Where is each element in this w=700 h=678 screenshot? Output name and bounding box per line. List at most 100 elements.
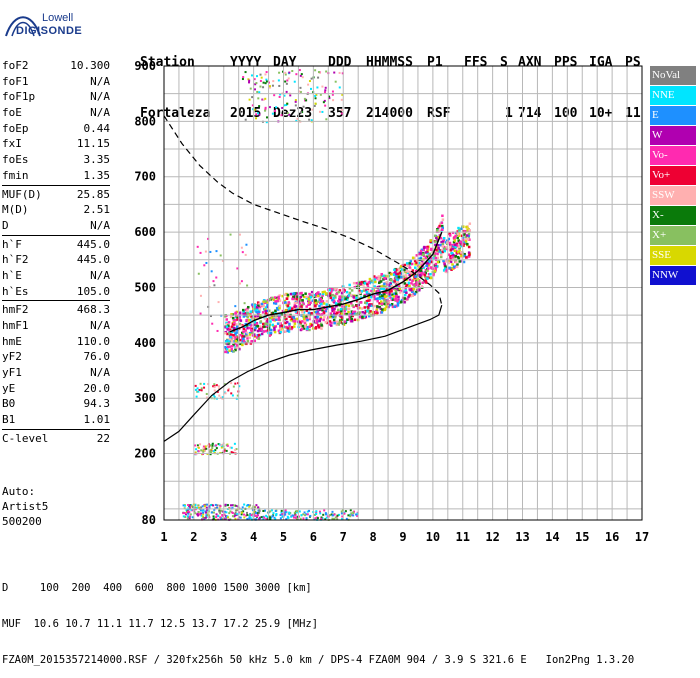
echo-point: [277, 295, 280, 299]
echo-point: [434, 262, 438, 266]
echo-point: [234, 348, 237, 352]
echo-point: [432, 272, 435, 275]
x-tick-label: 9: [399, 530, 406, 544]
echo-point: [460, 241, 464, 244]
logo-line-2: DIGISONDE: [16, 25, 83, 37]
echo-point: [344, 510, 347, 513]
echo-point: [227, 339, 230, 343]
echo-point: [456, 233, 460, 236]
echo-point: [347, 514, 350, 517]
echo-point: [257, 304, 260, 308]
echo-point: [194, 384, 197, 387]
echo-point: [288, 306, 292, 309]
echo-point: [333, 513, 336, 516]
echo-point: [360, 307, 364, 310]
echo-point: [397, 275, 401, 279]
echo-point: [244, 312, 248, 315]
echo-point: [240, 246, 243, 249]
echo-point: [399, 289, 403, 293]
echo-point: [245, 333, 248, 337]
auto-line: Artist5: [2, 500, 49, 513]
echo-point: [419, 274, 422, 278]
echo-point: [251, 331, 255, 334]
echo-point: [433, 269, 437, 273]
echo-point: [361, 311, 364, 314]
echo-point: [341, 318, 344, 321]
echo-point: [298, 302, 302, 305]
legend-item: NoVal: [650, 66, 696, 85]
echo-point: [209, 315, 212, 318]
echo-point: [385, 291, 389, 295]
echo-point: [323, 91, 326, 94]
echo-point: [253, 320, 257, 324]
echo-point: [293, 322, 297, 325]
echo-point: [403, 290, 406, 293]
echo-point: [294, 516, 297, 519]
echo-point: [260, 304, 263, 307]
echo-point: [255, 75, 258, 78]
echo-point: [444, 241, 448, 244]
echo-point: [414, 270, 418, 273]
echo-point: [290, 515, 293, 518]
x-tick-label: 3: [220, 530, 227, 544]
echo-point: [284, 330, 287, 333]
echo-point: [396, 304, 400, 307]
echo-point: [276, 299, 279, 303]
param-separator: [2, 428, 110, 430]
echo-point: [266, 298, 269, 302]
echo-point: [454, 254, 458, 258]
echo-point: [366, 285, 370, 289]
footer-muf-line: MUF 10.6 10.7 11.1 11.7 12.5 13.7 17.2 2…: [2, 618, 319, 630]
echo-point: [352, 296, 356, 300]
param-row: fxI 11.15: [2, 136, 110, 152]
echo-point: [434, 240, 437, 243]
echo-point: [261, 311, 265, 314]
param-value: 468.3: [76, 303, 110, 317]
echo-point: [309, 301, 312, 304]
echo-point: [331, 510, 334, 513]
echo-point: [288, 325, 291, 328]
echo-point: [338, 71, 341, 74]
x-tick-label: 15: [575, 530, 589, 544]
echo-point: [426, 247, 429, 250]
echo-point: [299, 86, 302, 89]
echo-point: [258, 91, 261, 94]
echo-point: [419, 269, 423, 272]
header-value: 11: [625, 106, 641, 121]
echo-point: [316, 86, 319, 89]
echo-point: [425, 281, 428, 284]
echo-point: [188, 511, 191, 514]
header-label: S: [500, 55, 508, 70]
param-name: B0: [2, 397, 16, 411]
echo-point: [332, 312, 336, 316]
echo-point: [185, 509, 188, 512]
echo-point: [413, 292, 417, 296]
echo-point: [368, 299, 372, 302]
echo-point: [220, 451, 223, 454]
echo-point: [283, 94, 286, 97]
echo-point: [245, 314, 248, 317]
echo-point: [234, 517, 237, 520]
echo-point: [244, 308, 248, 312]
echo-point: [306, 325, 310, 329]
echo-point: [208, 516, 211, 519]
echo-point: [285, 297, 289, 301]
echo-point: [262, 86, 265, 89]
echo-point: [232, 336, 235, 340]
echo-point: [460, 254, 463, 257]
echo-point: [406, 270, 410, 273]
echo-point: [332, 99, 335, 102]
echo-point: [302, 311, 306, 314]
echo-point: [190, 508, 193, 511]
echo-point: [319, 93, 322, 96]
echo-point: [376, 293, 379, 296]
echo-point: [235, 509, 238, 512]
echo-point: [228, 345, 232, 348]
echo-point: [213, 385, 216, 388]
echo-point: [390, 298, 394, 302]
echo-point: [286, 79, 289, 82]
echo-point: [377, 297, 380, 300]
echo-point: [228, 512, 231, 515]
echo-point: [206, 513, 209, 516]
param-row: hmF2 468.3: [2, 302, 110, 318]
